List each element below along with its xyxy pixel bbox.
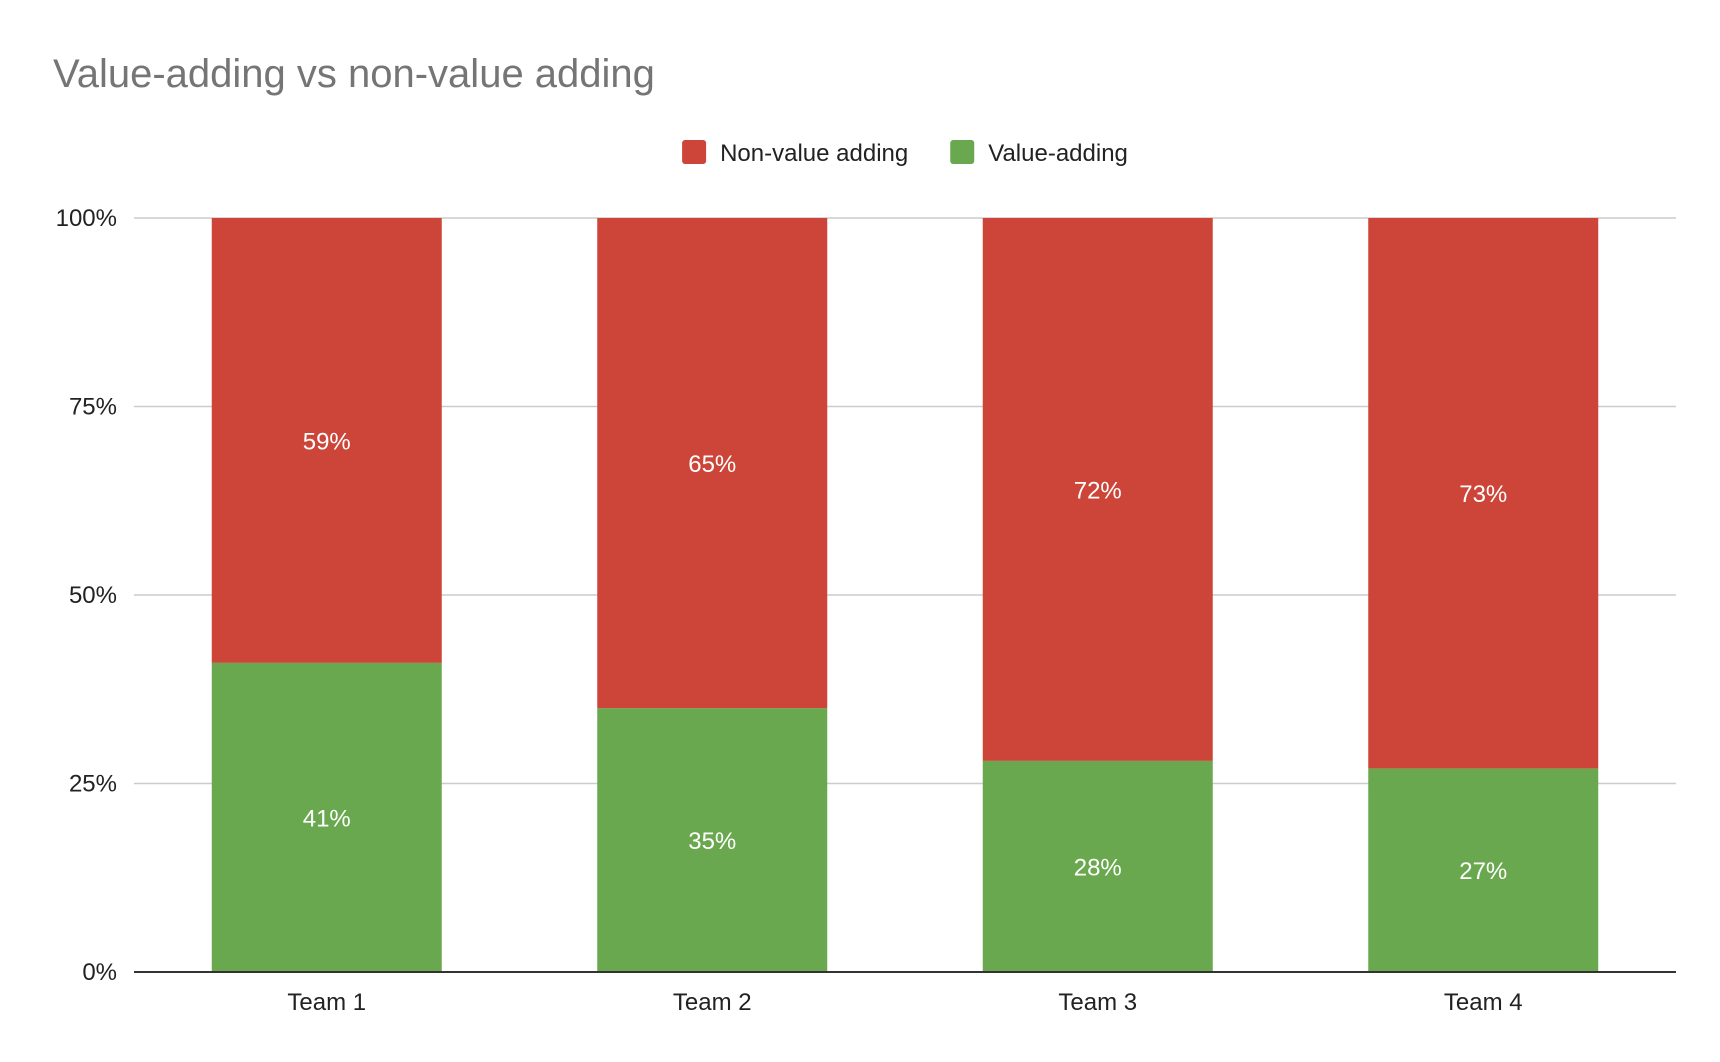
- data-label: 72%: [1074, 477, 1122, 504]
- y-tick-label: 75%: [69, 394, 117, 421]
- y-tick-label: 100%: [56, 205, 117, 232]
- data-label: 65%: [688, 451, 736, 478]
- bar-segment: [982, 760, 1213, 972]
- legend-label: Non-value adding: [720, 140, 908, 167]
- bar-segment: [1368, 768, 1599, 972]
- bar-segment: [211, 662, 442, 972]
- legend-swatch: [682, 140, 707, 164]
- legend-label: Value-adding: [988, 140, 1128, 167]
- legend: Non-value adding Value-adding: [682, 140, 1128, 167]
- y-tick-label: 25%: [69, 771, 117, 798]
- data-label: 27%: [1459, 858, 1507, 885]
- data-labels: 41% 59% 35% 65% 28% 72% 27% 73%: [303, 428, 1508, 885]
- bar-segment: [1368, 218, 1599, 769]
- data-label: 41%: [303, 805, 351, 832]
- bar-segment: [982, 218, 1213, 761]
- x-tick-label: Team 3: [1058, 989, 1137, 1016]
- x-tick-label: Team 2: [673, 989, 752, 1016]
- data-label: 28%: [1074, 854, 1122, 881]
- x-tick-label: Team 1: [287, 989, 366, 1016]
- axes: 0% 25% 50% 75% 100% Team 1 Team 2 Team 3 Team 4: [56, 205, 1676, 1016]
- bar-segment: [597, 708, 828, 972]
- x-tick-label: Team 4: [1444, 989, 1523, 1016]
- chart-title: Value-adding vs non-value adding: [53, 52, 655, 96]
- data-label: 59%: [303, 428, 351, 455]
- bar-segment: [597, 218, 828, 709]
- legend-swatch: [950, 140, 975, 164]
- bars: [211, 218, 1599, 972]
- y-tick-label: 0%: [82, 959, 117, 986]
- bar-segment: [211, 218, 442, 663]
- y-tick-label: 50%: [69, 582, 117, 609]
- data-label: 73%: [1459, 481, 1507, 508]
- data-label: 35%: [688, 828, 736, 855]
